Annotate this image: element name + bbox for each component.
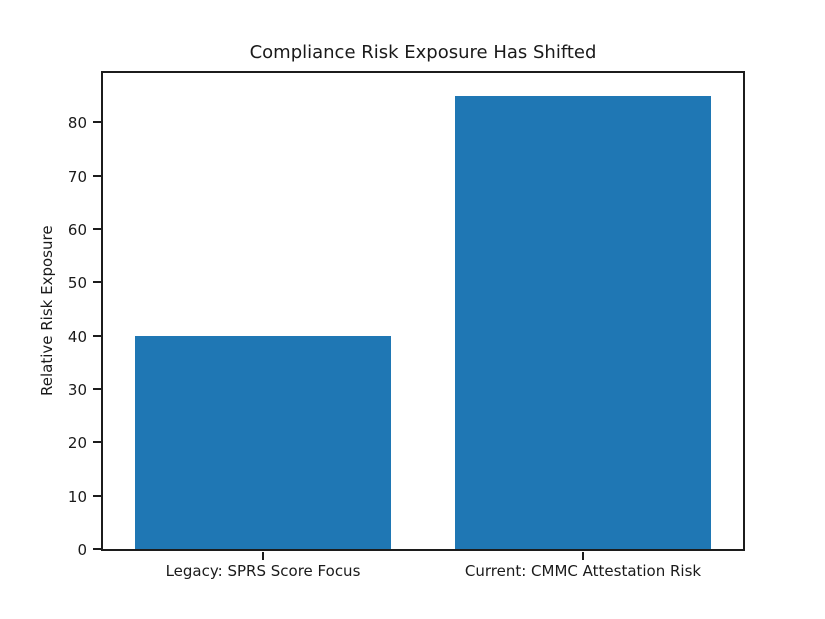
y-tick-mark bbox=[93, 388, 101, 390]
y-tick-mark bbox=[93, 281, 101, 284]
y-tick-label: 0 bbox=[77, 541, 87, 559]
x-tick-mark bbox=[262, 552, 264, 560]
plot-area: 0 10 20 30 40 50 60 70 80 Legacy: SPRS Score Foc… bbox=[68, 71, 745, 580]
y-tick-label: 50 bbox=[67, 274, 87, 293]
y-tick-mark bbox=[93, 228, 101, 230]
y-tick-label: 10 bbox=[67, 487, 87, 506]
x-tick-label: Current: CMMC Attestation Risk bbox=[464, 562, 702, 580]
y-tick-label: 70 bbox=[67, 167, 87, 186]
x-tick-label: Legacy: SPRS Score Focus bbox=[165, 562, 361, 580]
y-tick-mark bbox=[93, 121, 101, 124]
y-tick-mark bbox=[93, 174, 101, 177]
y-tick-label: 80 bbox=[67, 114, 87, 133]
x-tick-mark bbox=[582, 552, 584, 560]
y-tick-mark bbox=[93, 494, 101, 497]
y-tick-label: 20 bbox=[67, 434, 87, 453]
y-tick-mark bbox=[93, 548, 101, 550]
y-tick-mark bbox=[93, 441, 101, 444]
bar-0 bbox=[135, 335, 391, 549]
bar-1 bbox=[455, 95, 711, 549]
y-tick-mark bbox=[93, 334, 101, 337]
y-tick-label: 40 bbox=[67, 327, 87, 346]
chart-title: Compliance Risk Exposure Has Shifted bbox=[249, 42, 597, 63]
y-tick-label: 30 bbox=[67, 381, 87, 399]
y-axis-label: Relative Risk Exposure bbox=[38, 225, 56, 397]
y-tick-label: 60 bbox=[67, 221, 87, 239]
